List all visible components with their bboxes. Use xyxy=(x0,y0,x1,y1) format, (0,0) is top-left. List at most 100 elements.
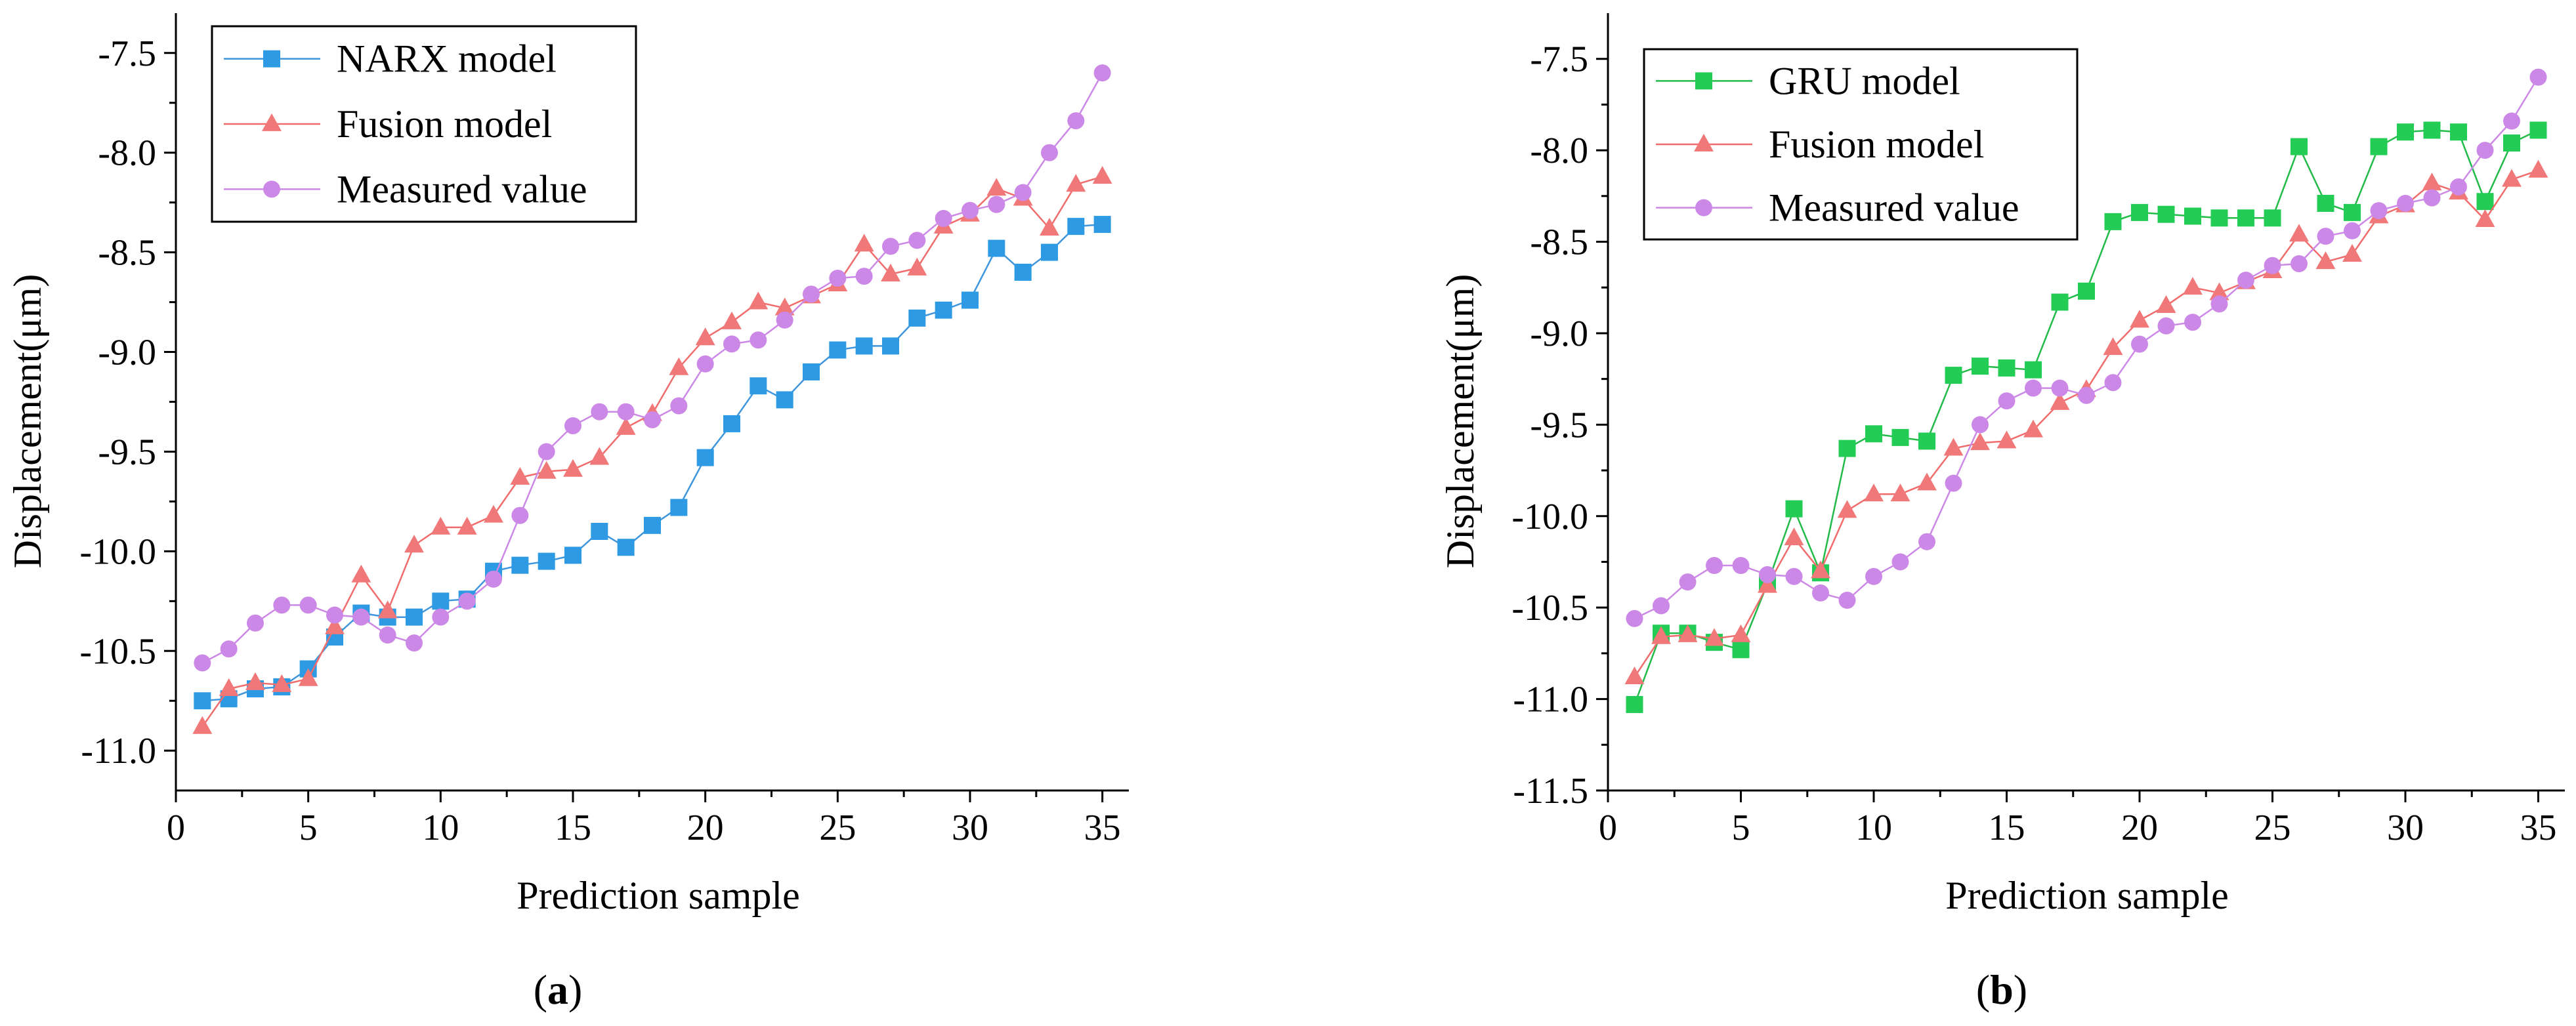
panel-a-data-point xyxy=(536,461,557,479)
panel-b-data-point xyxy=(1704,628,1724,646)
panel-b-data-point xyxy=(2264,209,2281,227)
panel-a-data-point xyxy=(457,516,477,535)
panel-b-data-point xyxy=(2210,295,2228,313)
panel-b-data-point xyxy=(2450,178,2467,195)
panel-b-data-point xyxy=(1732,641,1750,659)
panel-b-ylabel: Displacement(μm) xyxy=(1439,274,1482,569)
panel-b-data-point xyxy=(1784,527,1804,546)
panel-b-data-point xyxy=(1865,567,1882,585)
panel-a-data-point xyxy=(432,592,450,610)
panel-b-data-point xyxy=(1972,358,1989,375)
panel-a-data-point xyxy=(1092,166,1112,184)
panel-b-data-point xyxy=(2422,173,2442,191)
panel-a-x-tick-label: 5 xyxy=(299,808,318,848)
panel-a-data-point xyxy=(591,403,608,421)
panel-a-data-point xyxy=(696,355,714,373)
panel-b-data-point xyxy=(2342,243,2362,262)
panel-b-data-point xyxy=(2528,159,2548,178)
panel-b-data-point xyxy=(2051,293,2069,311)
panel-b-data-point xyxy=(2157,317,2175,335)
panel-a-data-point xyxy=(670,499,688,516)
panel-b-data-point xyxy=(2289,224,2309,242)
panel-b-data-point xyxy=(1972,416,1989,434)
panel-b-data-point xyxy=(2264,256,2281,274)
panel-b-x-tick-label: 5 xyxy=(1732,808,1750,848)
panel-b-data-point xyxy=(1706,557,1723,575)
panel-b-data-point xyxy=(1651,626,1671,644)
panel-a-data-point xyxy=(245,672,265,690)
panel-b-data-point xyxy=(2502,169,2522,187)
panel-b-data-point xyxy=(2210,209,2228,227)
panel-b-x-tick-label: 25 xyxy=(2254,808,2291,848)
panel-b-legend-marker xyxy=(1695,199,1712,216)
panel-a-data-point xyxy=(988,239,1005,257)
panel-a-data-point xyxy=(774,297,795,316)
panel-a-data-point xyxy=(803,285,820,303)
panel-a-data-point xyxy=(695,327,715,346)
panel-a-data-point xyxy=(669,357,689,375)
panel-b-data-point xyxy=(2184,314,2201,331)
panel-a-data-point xyxy=(748,291,769,310)
panel-b-data-point xyxy=(2025,379,2042,397)
panel-a-data-point xyxy=(352,608,370,626)
panel-b-data-point xyxy=(2423,121,2441,139)
panel-b-data-point xyxy=(1626,695,1643,713)
panel-b-data-point xyxy=(1945,367,1962,384)
panel-b-data-point xyxy=(1732,557,1750,575)
panel-b-data-point xyxy=(2397,194,2414,212)
panel-a-data-point xyxy=(644,516,661,534)
panel-b-y-tick-label: -9.0 xyxy=(1530,314,1588,354)
panel-a-x-tick-label: 35 xyxy=(1084,808,1121,848)
panel-b-xlabel: Prediction sample xyxy=(1945,874,2229,917)
panel-b-data-point xyxy=(2529,68,2547,86)
panel-b-data-point xyxy=(2423,189,2441,207)
panel-a-x-tick-label: 0 xyxy=(167,808,185,848)
panel-b-data-point xyxy=(2104,374,2122,392)
panel-b-data-point xyxy=(2237,272,2254,289)
panel-b-data-point xyxy=(1998,392,2016,410)
panel-b-y-tick-label: -10.0 xyxy=(1511,497,1588,537)
panel-a-data-point xyxy=(406,634,423,652)
panel-b-data-point xyxy=(2131,203,2148,221)
panel-a-data-point xyxy=(882,237,899,255)
panel-a-data-point xyxy=(1041,243,1058,261)
panel-a-data-point xyxy=(484,504,503,523)
panel-a-data-point xyxy=(431,516,451,535)
panel-b-x-tick-label: 10 xyxy=(1855,808,1892,848)
panel-b-data-point xyxy=(1998,359,2016,377)
panel-a-data-point xyxy=(803,363,820,380)
panel-b-label: (b) xyxy=(1976,966,2027,1013)
panel-a-y-tick-label: -9.0 xyxy=(98,333,156,373)
panel-b-data-point xyxy=(2237,209,2254,227)
panel-a-data-point xyxy=(351,564,371,583)
panel-b-data-point xyxy=(2344,222,2361,239)
panel-a-legend-marker xyxy=(263,50,280,68)
panel-a-data-point xyxy=(538,552,555,570)
panel-b-data-point xyxy=(2397,123,2414,141)
panel-a-data-point xyxy=(510,466,530,485)
panel-a-y-tick-label: -11.0 xyxy=(81,731,156,771)
panel-a-data-point xyxy=(881,263,900,281)
panel-a-data-point xyxy=(326,606,343,624)
panel-b-data-point xyxy=(1838,440,1856,457)
panel-b-data-point xyxy=(1917,472,1937,491)
panel-a-xlabel: Prediction sample xyxy=(517,874,800,917)
panel-a-y-tick-label: -10.5 xyxy=(79,631,156,672)
panel-a-data-point xyxy=(750,331,767,349)
panel-a-data-point xyxy=(961,291,979,309)
panel-a-data-point xyxy=(299,596,317,614)
panel-a-series-circle xyxy=(194,64,1111,672)
panel-a-data-point xyxy=(616,417,636,435)
panel-a-legend-marker xyxy=(263,180,280,198)
panel-a-data-point xyxy=(192,716,213,734)
panel-b-data-point xyxy=(2131,335,2148,353)
panel-b-data-point xyxy=(1838,592,1856,609)
panel-b-y-tick-label: -11.5 xyxy=(1513,771,1588,811)
panel-b-data-point xyxy=(2025,361,2042,379)
panel-b-data-point xyxy=(1624,667,1645,685)
panel-b-data-point xyxy=(2023,419,2043,438)
panel-b-data-point xyxy=(2050,392,2070,410)
panel-a-data-point xyxy=(644,411,661,428)
panel-b-data-point xyxy=(1837,500,1857,518)
panel-a-x-tick-label: 20 xyxy=(687,808,724,848)
